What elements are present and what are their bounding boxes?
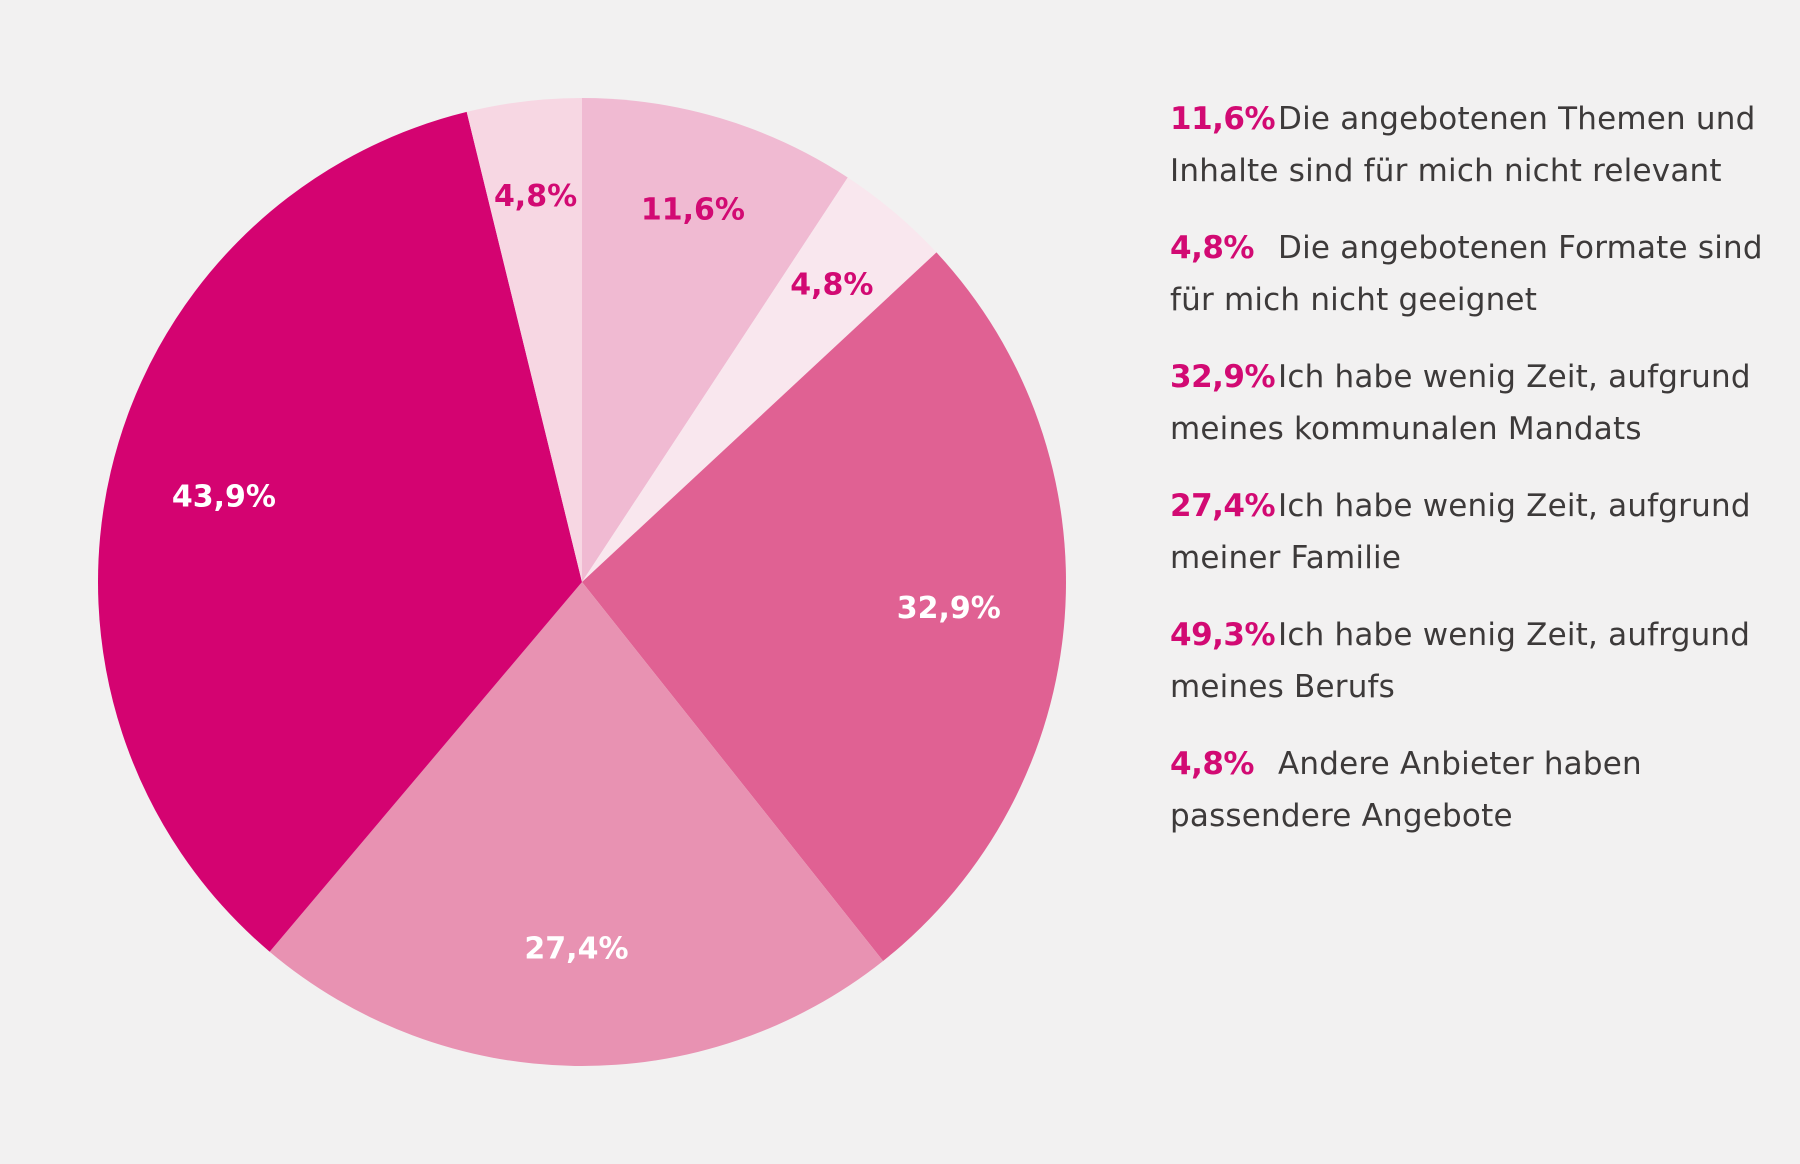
slice-value-label: 27,4% (524, 931, 628, 966)
legend-text: Ich habe wenig Zeit, aufrgund meines Ber… (1170, 617, 1751, 705)
legend-item: 4,8% Andere Anbieter haben passendere Ang… (1170, 738, 1770, 842)
legend: 11,6%Die angebotenen Themen und Inhalte … (1170, 93, 1770, 867)
legend-item: 32,9%Ich habe wenig Zeit, aufgrund meine… (1170, 351, 1770, 455)
legend-percentage: 49,3% (1170, 617, 1276, 653)
pie-slice (98, 111, 583, 952)
legend-percentage: 4,8% (1170, 746, 1254, 782)
legend-item: 27,4%Ich habe wenig Zeit, aufgrund meine… (1170, 480, 1770, 584)
legend-text: Andere Anbieter haben passendere Angebot… (1170, 746, 1642, 834)
legend-text: Ich habe wenig Zeit, aufgrund meiner Fam… (1170, 488, 1751, 576)
pie-slice (582, 177, 937, 582)
legend-percentage: 32,9% (1170, 359, 1276, 395)
pie-slice (466, 98, 582, 582)
pie-slice (582, 98, 848, 582)
legend-item: 11,6%Die angebotenen Themen und Inhalte … (1170, 93, 1770, 197)
legend-text: Ich habe wenig Zeit, aufgrund meines kom… (1170, 359, 1751, 447)
legend-percentage: 27,4% (1170, 488, 1276, 524)
pie-slice (269, 582, 884, 1066)
legend-item: 49,3%Ich habe wenig Zeit, aufrgund meine… (1170, 609, 1770, 713)
legend-percentage: 11,6% (1170, 101, 1276, 137)
pie-slice (582, 252, 1066, 961)
slice-value-label: 4,8% (790, 268, 873, 303)
slice-value-label: 32,9% (897, 591, 1001, 626)
slice-value-label: 4,8% (494, 179, 577, 214)
legend-text: Die angebotenen Formate sind für mich ni… (1170, 230, 1763, 318)
legend-text: Die angebotenen Themen und Inhalte sind … (1170, 101, 1756, 189)
legend-item: 4,8% Die angebotenen Formate sind für mic… (1170, 222, 1770, 326)
legend-percentage: 4,8% (1170, 230, 1254, 266)
slice-value-label: 43,9% (172, 479, 276, 514)
pie-chart: 11,6% 4,8% 32,9% 27,4% 43,9% 4,8% (98, 98, 1066, 1066)
slice-value-label: 11,6% (641, 193, 745, 228)
